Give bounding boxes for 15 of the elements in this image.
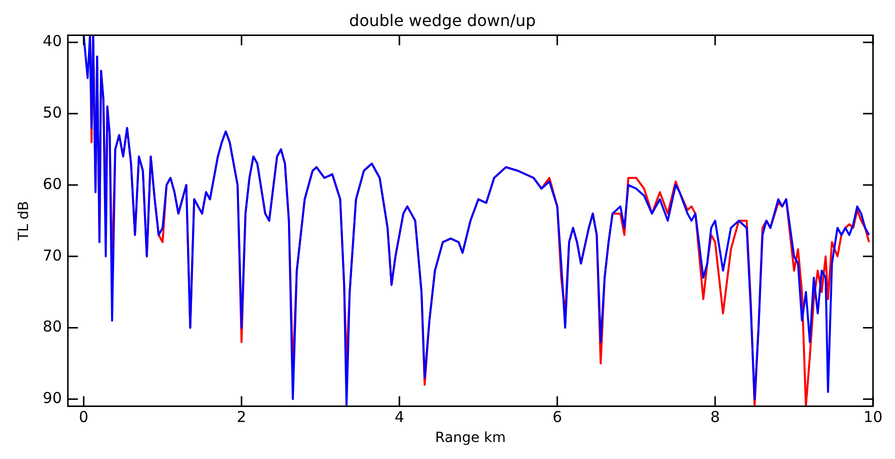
- y-axis-title: TL dB: [16, 201, 32, 242]
- y-tick-label: 80: [42, 318, 62, 336]
- chart-title: double wedge down/up: [349, 10, 536, 30]
- x-tick-label: 8: [710, 408, 720, 426]
- y-tick-label: 50: [42, 104, 62, 122]
- x-axis-title: Range km: [435, 430, 506, 446]
- y-tick-label: 60: [42, 174, 62, 193]
- x-tick-label: 2: [236, 408, 246, 426]
- x-tick-label: 4: [394, 408, 404, 426]
- y-tick-label: 90: [42, 388, 62, 407]
- y-tick-label: 70: [42, 246, 62, 264]
- x-tick-label: 0: [78, 408, 88, 426]
- x-tick-label: 10: [863, 408, 883, 426]
- x-tick-label: 6: [552, 408, 562, 426]
- y-tick-label: 40: [42, 32, 62, 50]
